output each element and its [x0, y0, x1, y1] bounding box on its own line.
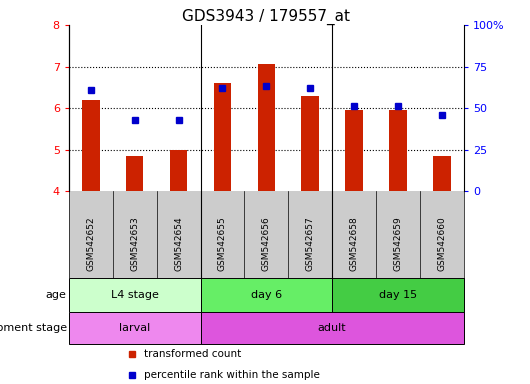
Bar [200, 278, 332, 312]
Text: age: age [46, 290, 67, 300]
Text: transformed count: transformed count [144, 349, 241, 359]
Bar [69, 312, 200, 344]
Text: GSM542652: GSM542652 [86, 217, 95, 271]
Text: day 6: day 6 [251, 290, 282, 300]
Text: GSM542659: GSM542659 [393, 217, 402, 271]
Text: GSM542655: GSM542655 [218, 217, 227, 271]
Bar [214, 83, 231, 191]
Text: larval: larval [119, 323, 151, 333]
Bar [126, 156, 144, 191]
Bar [346, 110, 363, 191]
Bar [200, 312, 464, 344]
Text: GSM542653: GSM542653 [130, 217, 139, 271]
Text: GSM542654: GSM542654 [174, 217, 183, 271]
Text: GSM542660: GSM542660 [437, 217, 446, 271]
Text: GSM542658: GSM542658 [350, 217, 359, 271]
Bar [82, 100, 100, 191]
Title: GDS3943 / 179557_at: GDS3943 / 179557_at [182, 9, 350, 25]
Text: GSM542656: GSM542656 [262, 217, 271, 271]
Text: L4 stage: L4 stage [111, 290, 158, 300]
Text: day 15: day 15 [379, 290, 417, 300]
Bar [433, 156, 450, 191]
Text: adult: adult [318, 323, 347, 333]
Bar [69, 278, 200, 312]
Bar [332, 278, 464, 312]
Text: GSM542657: GSM542657 [306, 217, 315, 271]
Text: development stage: development stage [0, 323, 67, 333]
Text: percentile rank within the sample: percentile rank within the sample [144, 369, 320, 379]
Bar [258, 65, 275, 191]
Bar [170, 150, 188, 191]
Bar [302, 96, 319, 191]
Bar [389, 110, 407, 191]
